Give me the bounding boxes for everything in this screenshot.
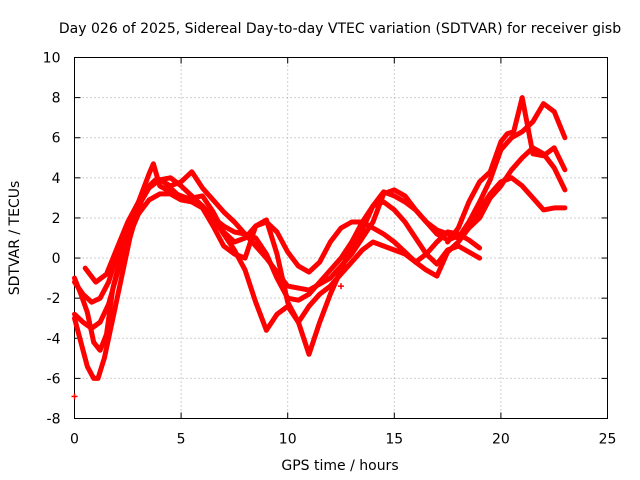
y-tick-label: 6 (52, 131, 61, 147)
grid (74, 57, 608, 419)
y-tick-label: -2 (47, 291, 61, 307)
x-tick-label: 5 (177, 432, 186, 448)
series-track-3 (72, 145, 568, 333)
plot-frame (74, 57, 608, 419)
y-axis-label: SDTVAR / TECUs (7, 181, 23, 296)
data-point-marker (71, 393, 78, 400)
data-point-marker (338, 283, 344, 290)
axis-ticks (74, 57, 608, 419)
tick-labels: 0 5 10 15 20 25 -8 -6 -4 -2 0 2 4 6 8 10 (43, 51, 617, 448)
chart-title: Day 026 of 2025, Sidereal Day-to-day VTE… (59, 21, 621, 37)
x-axis-label: GPS time / hours (281, 458, 398, 474)
y-tick-label: 4 (52, 171, 61, 187)
x-tick-label: 10 (279, 432, 297, 448)
y-tick-label: -8 (47, 412, 61, 428)
data-series (71, 95, 568, 400)
x-tick-label: 0 (70, 432, 79, 448)
y-tick-label: 0 (52, 251, 61, 267)
y-tick-label: -4 (47, 331, 61, 347)
y-tick-label: 8 (52, 91, 61, 107)
series-track-6 (445, 95, 568, 245)
y-tick-label: 10 (43, 51, 61, 67)
series-track-5 (82, 101, 568, 293)
y-tick-label: 2 (52, 211, 61, 227)
x-tick-label: 15 (385, 432, 403, 448)
y-tick-label: -6 (47, 371, 61, 387)
series-track-4 (72, 175, 568, 357)
x-tick-label: 20 (492, 432, 510, 448)
x-tick-label: 25 (599, 432, 617, 448)
